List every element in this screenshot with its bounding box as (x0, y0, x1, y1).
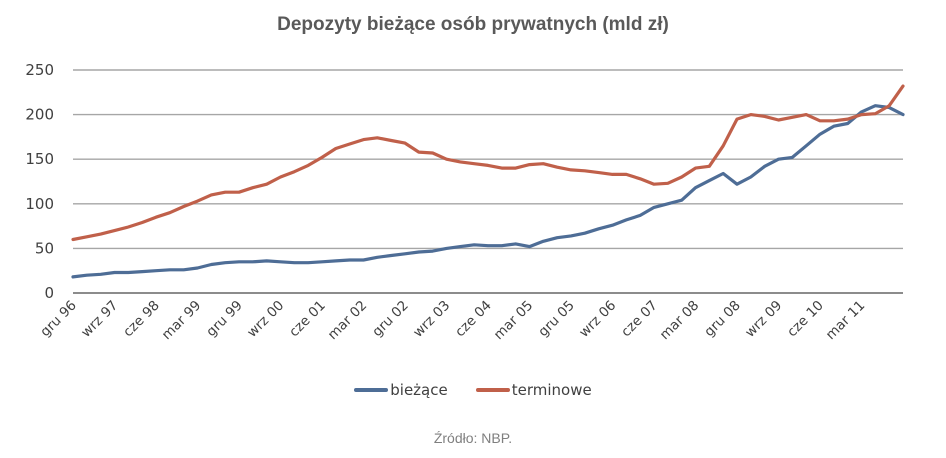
legend-label-terminowe: terminowe (511, 381, 592, 399)
svg-text:250: 250 (25, 61, 54, 79)
svg-text:cze 04: cze 04 (452, 298, 495, 341)
legend-item-biezace: bieżące (354, 381, 448, 399)
svg-text:wrz 97: wrz 97 (78, 298, 121, 341)
legend-label-biezace: bieżące (390, 381, 448, 399)
svg-text:gru 02: gru 02 (369, 298, 412, 341)
svg-text:100: 100 (25, 195, 54, 213)
svg-text:gru 99: gru 99 (203, 298, 246, 341)
svg-text:mar 08: mar 08 (657, 298, 703, 344)
svg-text:cze 01: cze 01 (286, 298, 329, 341)
svg-text:wrz 06: wrz 06 (576, 298, 619, 341)
svg-text:cze 10: cze 10 (784, 298, 827, 341)
svg-text:wrz 03: wrz 03 (410, 298, 453, 341)
svg-text:50: 50 (35, 239, 54, 257)
gridlines (73, 69, 903, 294)
svg-text:cze 98: cze 98 (120, 298, 163, 341)
svg-text:mar 99: mar 99 (159, 298, 205, 344)
legend: bieżące terminowe (0, 381, 946, 399)
svg-text:mar 05: mar 05 (491, 298, 537, 344)
svg-text:gru 08: gru 08 (701, 298, 744, 341)
data-series (71, 84, 905, 279)
svg-text:cze 07: cze 07 (618, 298, 661, 341)
svg-text:mar 11: mar 11 (823, 298, 869, 344)
source-note: Źródło: NBP. (433, 430, 513, 446)
legend-item-terminowe: terminowe (475, 381, 592, 399)
legend-swatch-biezace (354, 388, 389, 392)
svg-text:wrz 09: wrz 09 (742, 298, 785, 341)
svg-text:gru 96: gru 96 (37, 298, 80, 341)
svg-text:mar 02: mar 02 (325, 298, 371, 344)
legend-swatch-terminowe (475, 388, 510, 392)
svg-text:0: 0 (44, 284, 54, 302)
y-axis-ticks: 0 50 100 150 200 250 (25, 61, 54, 302)
svg-text:200: 200 (25, 106, 54, 124)
svg-text:150: 150 (25, 150, 54, 168)
series-line-biezace (71, 104, 905, 279)
chart-title: Depozyty bieżące osób prywatnych (mld zł… (277, 14, 669, 35)
series-line-terminowe (71, 84, 905, 242)
svg-text:gru 05: gru 05 (535, 298, 578, 341)
svg-text:wrz 00: wrz 00 (244, 298, 287, 341)
